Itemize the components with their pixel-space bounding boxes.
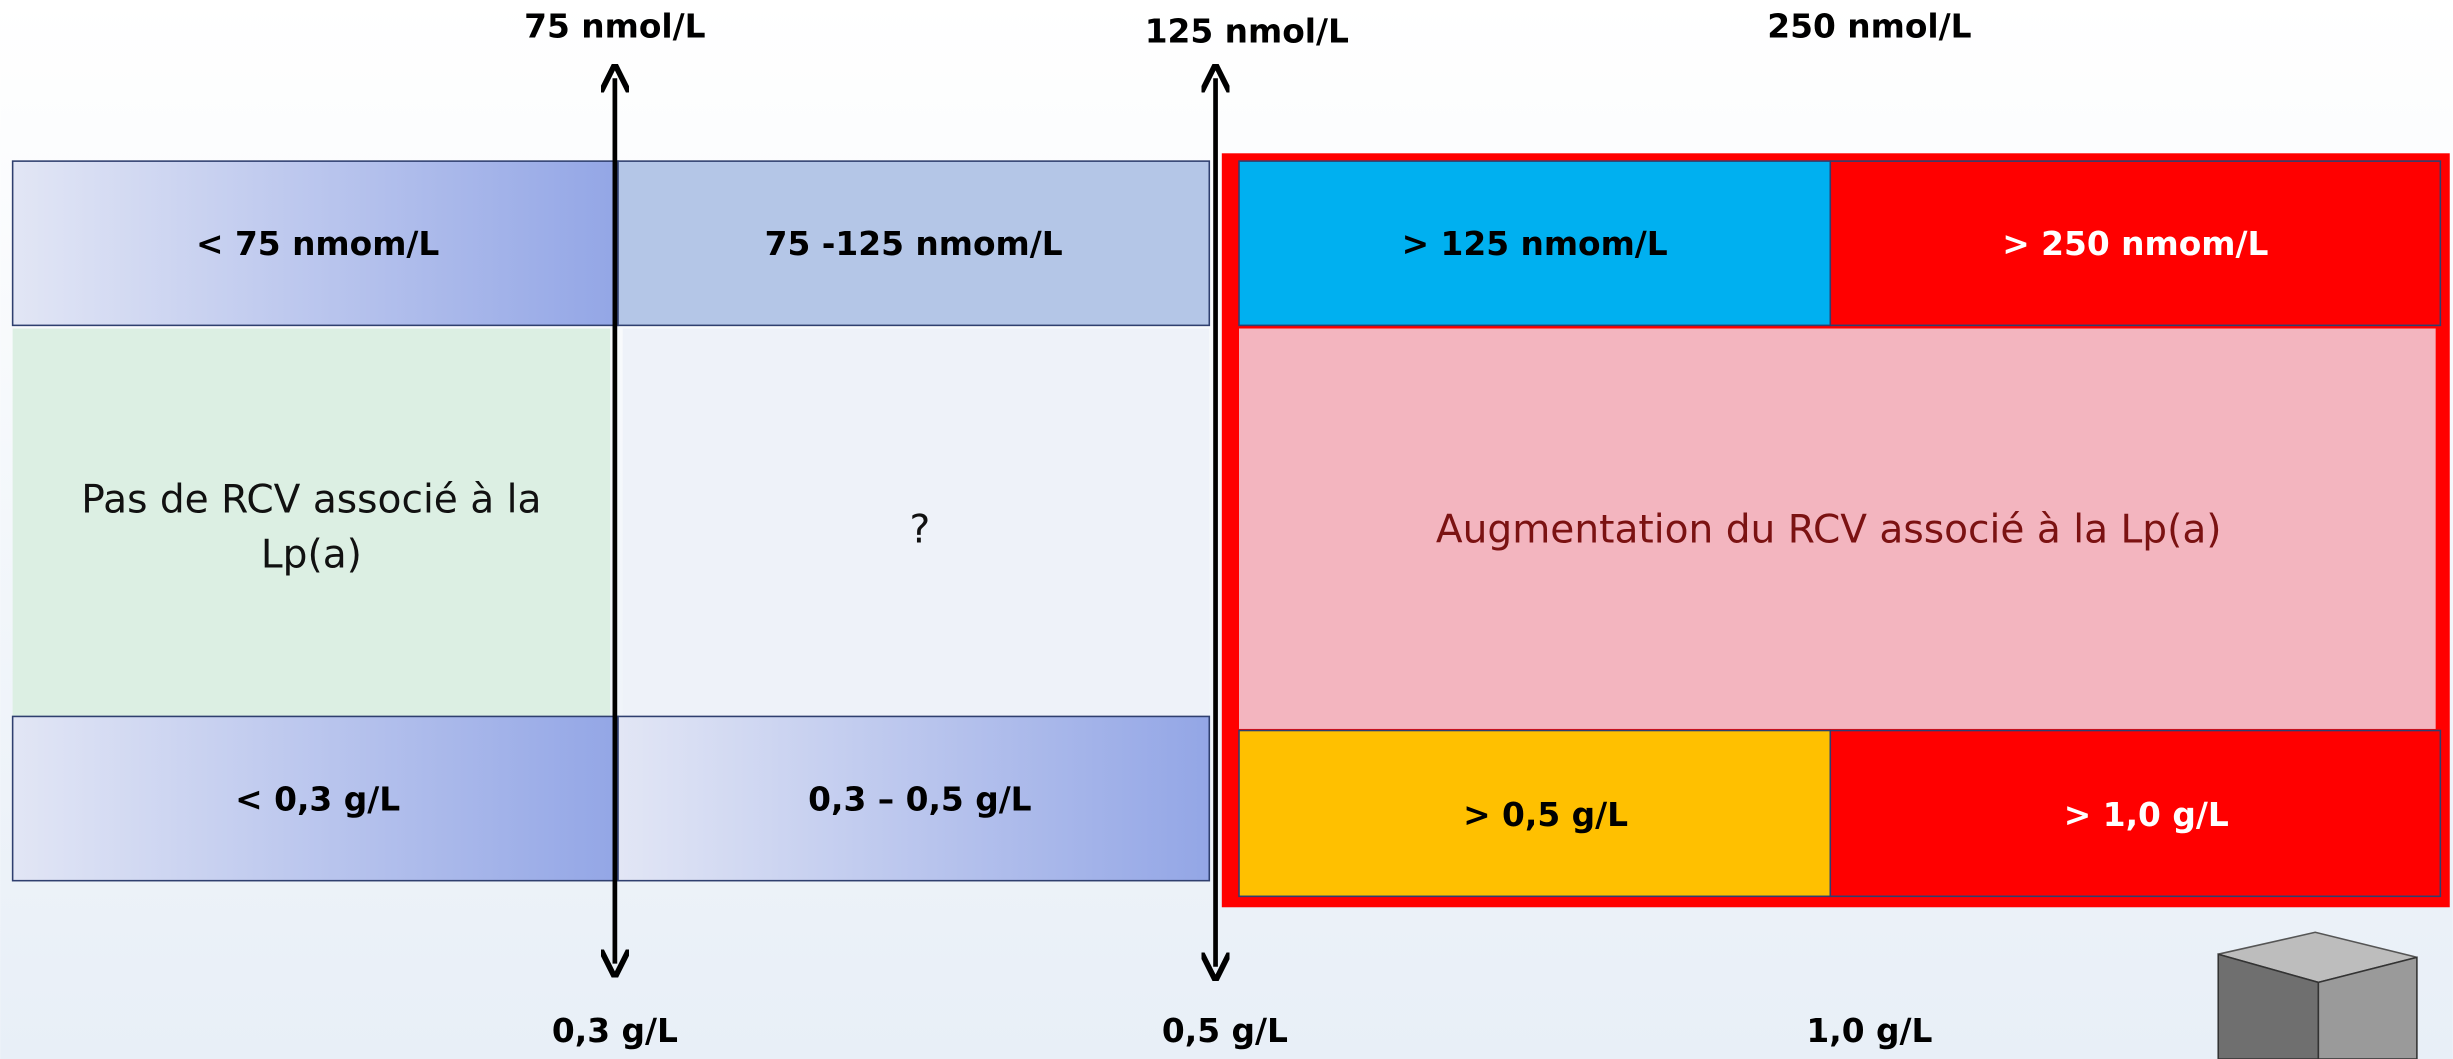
diagram: 75 nmol/L 125 nmol/L 250 nmol/L 0,3 g/L … [0, 0, 2453, 1059]
box-text: ? [910, 507, 931, 552]
cube-icon [2218, 932, 2417, 1059]
axis-label: 0,3 g/L [552, 1012, 678, 1050]
box-label: > 250 nmom/L [2002, 225, 2268, 263]
box-label: > 1,0 g/L [2064, 796, 2229, 834]
box-label: > 0,5 g/L [1463, 796, 1628, 834]
box-text: Lp(a) [261, 532, 362, 577]
box-label: < 0,3 g/L [235, 780, 400, 818]
axis-label: 1,0 g/L [1806, 1012, 1932, 1050]
axis-label: 0,5 g/L [1162, 1012, 1288, 1050]
box-label: 0,3 – 0,5 g/L [808, 780, 1031, 818]
axis-label: 125 nmol/L [1145, 12, 1349, 50]
box-text: Augmentation du RCV associé à la Lp(a) [1436, 507, 2222, 552]
box-label: > 125 nmom/L [1402, 225, 1668, 263]
box-label: 75 -125 nmom/L [765, 225, 1063, 263]
box-label: < 75 nmom/L [196, 225, 439, 263]
axis-label: 250 nmol/L [1767, 8, 1971, 46]
axis-label: 75 nmol/L [524, 8, 705, 46]
box-text: Pas de RCV associé à la [81, 478, 541, 523]
page: 75 nmol/L 125 nmol/L 250 nmol/L 0,3 g/L … [0, 0, 2453, 1059]
